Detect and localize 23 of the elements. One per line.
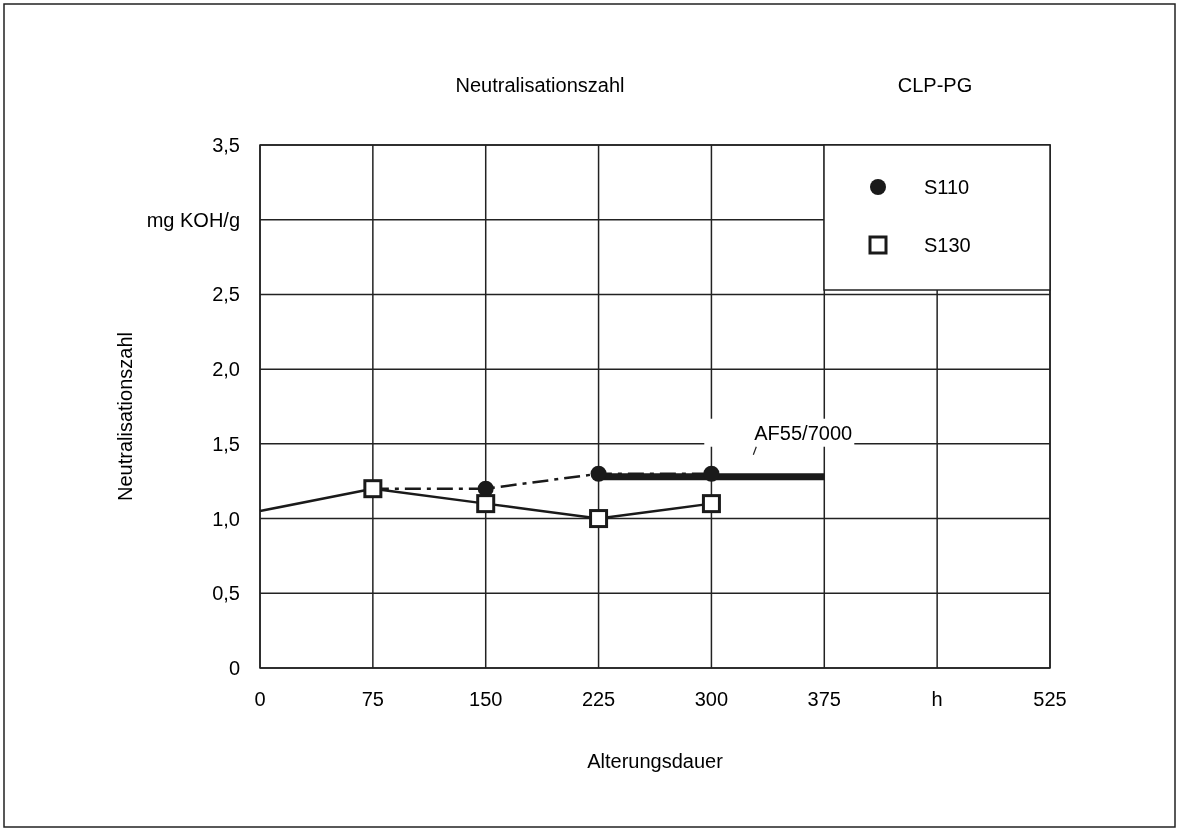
x-tick-label: 300 xyxy=(694,688,729,710)
y-tick-label: 1,5 xyxy=(212,432,240,455)
x-tick-label: 225 xyxy=(581,688,616,710)
y-tick-label: 1,0 xyxy=(212,507,240,530)
x-tick-label: 75 xyxy=(361,688,384,710)
y-tick-label: 2,0 xyxy=(212,358,240,381)
x-tick-label: 375 xyxy=(807,688,841,710)
text: CLP-PG xyxy=(897,74,973,96)
chart-title: Neutralisationszahl xyxy=(455,74,625,96)
legend-label: S110 xyxy=(924,176,970,198)
x-tick-label: 150 xyxy=(469,688,503,710)
y-tick-label: 3,5 xyxy=(212,134,240,156)
x-axis-title: Alterungsdauer xyxy=(587,750,724,772)
x-tick-label: 0 xyxy=(254,688,266,710)
y-tick-label: mg KOH/g xyxy=(146,208,240,231)
x-tick-label: 525 xyxy=(1033,688,1067,710)
x-tick-label: h xyxy=(931,688,943,710)
y-tick-label: 2,5 xyxy=(212,283,240,306)
y-tick-label: 0 xyxy=(228,657,240,679)
series-label: AF55/7000 xyxy=(754,421,853,444)
y-tick-label: 0,5 xyxy=(212,582,240,605)
legend-label: S130 xyxy=(924,234,971,256)
y-axis-title: Neutralisationszahl xyxy=(114,332,136,501)
